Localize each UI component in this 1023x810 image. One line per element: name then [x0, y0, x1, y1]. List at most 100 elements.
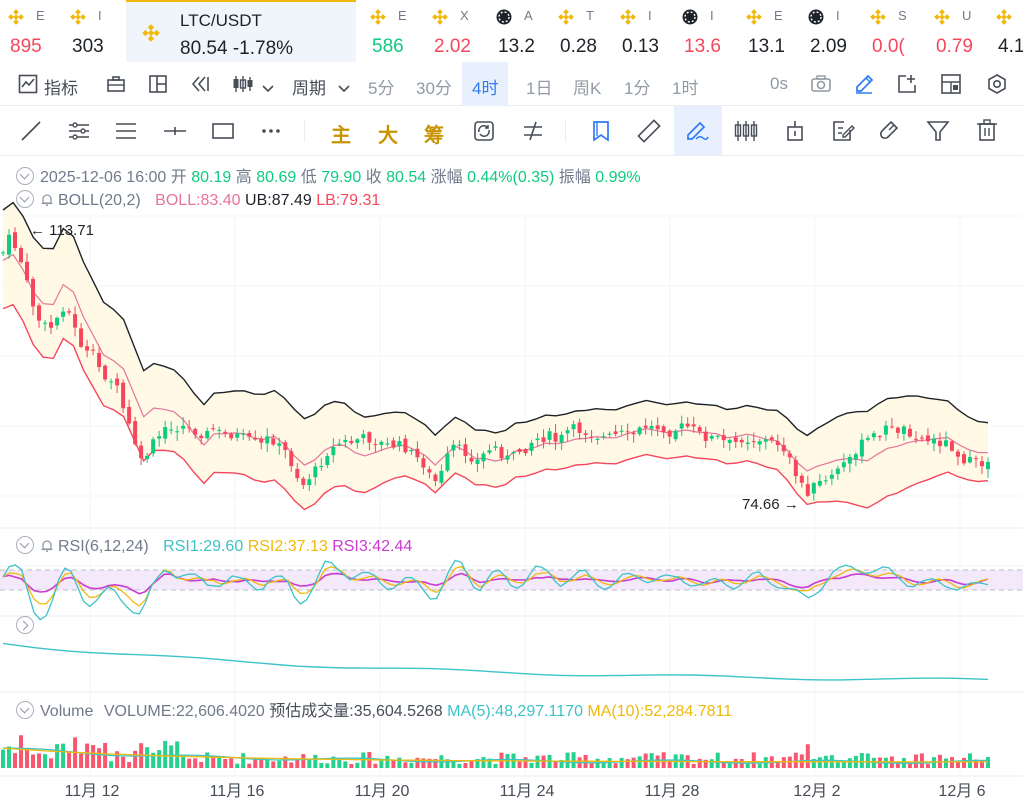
volume-bar — [721, 761, 726, 768]
candle — [787, 453, 792, 458]
collapse-toggle-icon[interactable] — [16, 190, 34, 208]
ticker-name: X — [460, 8, 469, 23]
volume-bar — [13, 753, 18, 768]
collapse-toggle-icon[interactable] — [16, 701, 34, 719]
brush-icon[interactable] — [684, 118, 710, 144]
horizontal-ray-icon[interactable] — [162, 118, 188, 144]
ticker-item[interactable]: U 0.79 — [926, 0, 988, 62]
period-dropdown[interactable]: 周期 — [292, 79, 326, 98]
indicators-button[interactable]: 指标 — [44, 79, 78, 98]
collapse-toggle-icon[interactable] — [16, 167, 34, 185]
candle — [769, 437, 774, 440]
volume-bar — [259, 758, 264, 768]
candle — [751, 441, 756, 443]
candle — [493, 446, 498, 448]
chevron-down-icon[interactable] — [338, 80, 350, 93]
amplitude-label: 振幅 — [558, 169, 591, 186]
volume-bar — [775, 762, 780, 768]
more-icon[interactable] — [258, 118, 284, 144]
interval-6[interactable]: 1时 — [672, 79, 699, 98]
volume-bar — [7, 746, 12, 768]
swap-icon[interactable] — [520, 118, 546, 144]
volume-bar — [433, 758, 438, 768]
filter-icon[interactable] — [925, 118, 951, 144]
ticker-item[interactable]: S 0.0( — [862, 0, 926, 62]
active-ticker[interactable]: LTC/USDT 80.54 -1.78% — [126, 0, 356, 62]
candle — [85, 346, 90, 351]
candle — [253, 438, 258, 440]
ticker-item[interactable]: E 586 — [362, 0, 424, 62]
candle — [607, 433, 612, 435]
ticker-item[interactable]: A 13.2 — [488, 0, 550, 62]
ticker-item[interactable]: I4.1 — [988, 0, 1023, 62]
close-value: 80.54 — [386, 169, 427, 186]
parallel-channel-icon[interactable] — [113, 118, 139, 144]
magnet-icon[interactable] — [877, 118, 903, 144]
volume-bar — [277, 760, 282, 768]
indicator-chart-icon[interactable] — [18, 74, 38, 94]
candle — [967, 457, 972, 463]
ticker-item[interactable]: E 13.1 — [738, 0, 800, 62]
replay-icon[interactable] — [190, 74, 210, 94]
ticker-price: 895 — [10, 36, 42, 57]
ticker-item[interactable]: I 2.09 — [800, 0, 862, 62]
bnb-icon — [558, 9, 574, 25]
pen-edit-icon[interactable] — [853, 73, 875, 95]
briefcase-icon[interactable] — [106, 74, 126, 94]
chevron-down-icon[interactable] — [262, 80, 274, 93]
volume-bar — [493, 763, 498, 768]
ticker-item[interactable]: E 895 — [0, 0, 62, 62]
collapse-toggle-icon[interactable] — [16, 536, 34, 554]
ticker-item[interactable]: I 303 — [62, 0, 124, 62]
chip-distribution-toggle[interactable]: 筹 — [424, 125, 444, 147]
ticker-item[interactable]: X 2.02 — [424, 0, 488, 62]
note-icon[interactable] — [830, 118, 856, 144]
interval-4[interactable]: 周K — [573, 79, 602, 98]
main-chart-toggle[interactable]: 主 — [331, 125, 351, 147]
ticker-item[interactable]: I 13.6 — [674, 0, 738, 62]
sync-icon[interactable] — [471, 118, 497, 144]
volume-bar — [331, 756, 336, 768]
interval-5[interactable]: 1分 — [624, 79, 651, 98]
low-label: 低 — [300, 169, 317, 186]
interval-1[interactable]: 30分 — [416, 79, 452, 98]
interval-3[interactable]: 1日 — [526, 79, 553, 98]
horizontal-lines-icon[interactable] — [66, 118, 92, 144]
interval-0[interactable]: 5分 — [368, 79, 395, 98]
ticker-item[interactable]: I 0.13 — [612, 0, 674, 62]
candles-icon[interactable] — [733, 118, 759, 144]
trend-line-icon[interactable] — [18, 118, 44, 144]
bookmark-icon[interactable] — [588, 118, 614, 144]
ticker-item[interactable]: T 0.28 — [550, 0, 612, 62]
bell-icon[interactable] — [40, 193, 54, 207]
indicator-expand[interactable] — [16, 616, 40, 636]
big-order-toggle[interactable]: 大 — [378, 125, 398, 147]
candle — [355, 439, 360, 443]
interval-2[interactable]: 4时 — [462, 62, 509, 106]
candle — [955, 451, 960, 457]
layout-grid-icon[interactable] — [940, 73, 962, 95]
add-window-icon[interactable] — [896, 73, 918, 95]
ticker-price: 0.28 — [560, 36, 597, 57]
candle — [145, 455, 150, 460]
layout-icon[interactable] — [148, 74, 168, 94]
candle — [421, 458, 426, 468]
lock-icon[interactable] — [782, 118, 808, 144]
trash-icon[interactable] — [974, 118, 1000, 144]
camera-icon[interactable] — [810, 74, 832, 94]
rectangle-icon[interactable] — [210, 118, 236, 144]
expand-toggle-icon[interactable] — [16, 616, 34, 634]
price-chart-canvas[interactable]: ← 113.71 74.66 → 11月 12 11月 16 11月 20 11月 24 1… — [0, 156, 1023, 810]
volume-bar — [223, 758, 228, 768]
volume-bar — [637, 756, 642, 768]
candle — [811, 482, 816, 494]
candle — [469, 457, 474, 462]
settings-icon[interactable] — [986, 73, 1008, 95]
ruler-icon[interactable] — [636, 118, 662, 144]
volume-bar — [391, 760, 396, 768]
candle — [727, 439, 732, 443]
ohlc-legend: 2025-12-06 16:00 开 80.19 高 80.69 低 79.90… — [16, 163, 641, 187]
bell-icon[interactable] — [40, 539, 54, 553]
chart-area[interactable]: ← 113.71 74.66 → 11月 12 11月 16 11月 20 11月 24 1… — [0, 156, 1023, 810]
candle-type-icon[interactable] — [232, 74, 254, 94]
